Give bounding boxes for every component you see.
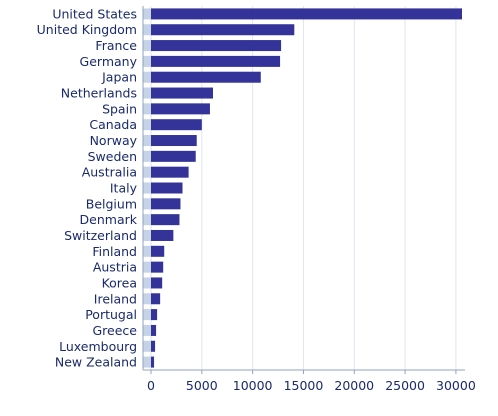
axes — [142, 6, 465, 374]
category-label-19: Portugal — [85, 307, 137, 322]
bar-10 — [151, 166, 189, 178]
bar-18 — [151, 293, 161, 305]
x-tick-label-1: 5000 — [186, 378, 218, 393]
category-label-1: United Kingdom — [37, 22, 137, 37]
x-tick-label-4: 20000 — [334, 378, 374, 393]
bar-15 — [151, 245, 165, 257]
bar-1 — [151, 24, 295, 36]
category-label-10: Australia — [82, 165, 137, 180]
bar-track-22 — [143, 356, 151, 368]
category-label-21: Luxembourg — [59, 339, 137, 354]
category-label-11: Italy — [110, 181, 138, 196]
category-label-17: Korea — [102, 275, 137, 290]
bar-22 — [151, 356, 155, 368]
category-label-18: Ireland — [94, 291, 137, 306]
x-tick-label-3: 15000 — [284, 378, 324, 393]
category-label-3: Germany — [80, 54, 138, 69]
bar-track-11 — [143, 182, 151, 194]
bar-track-5 — [143, 87, 151, 99]
x-tick-labels: 0 5000 10000 15000 20000 25000 30000 — [147, 378, 476, 393]
bar-track-10 — [143, 166, 151, 178]
bar-0 — [151, 8, 462, 20]
category-label-12: Belgium — [86, 196, 137, 211]
category-label-4: Japan — [101, 70, 137, 85]
category-label-13: Denmark — [80, 212, 138, 227]
bar-14 — [151, 229, 174, 241]
category-label-2: France — [95, 38, 137, 53]
category-label-0: United States — [52, 6, 137, 21]
category-label-22: New Zealand — [55, 355, 137, 370]
x-tick-label-2: 10000 — [233, 378, 273, 393]
category-label-8: Norway — [90, 133, 138, 148]
category-label-20: Greece — [93, 323, 138, 338]
bars — [151, 8, 462, 368]
bar-track-21 — [143, 340, 151, 352]
bar-track-9 — [143, 150, 151, 162]
bar-3 — [151, 55, 281, 67]
bar-track-3 — [143, 55, 151, 67]
category-label-9: Sweden — [88, 149, 137, 164]
bar-track-6 — [143, 103, 151, 115]
x-tick-label-0: 0 — [147, 378, 155, 393]
category-label-6: Spain — [102, 101, 137, 116]
bar-7 — [151, 119, 202, 131]
bar-track-1 — [143, 24, 151, 36]
category-label-15: Finland — [92, 244, 137, 259]
category-label-5: Netherlands — [61, 86, 137, 101]
bar-track-2 — [143, 40, 151, 52]
bar-track-14 — [143, 229, 151, 241]
bar-2 — [151, 40, 282, 52]
bar-track-0 — [143, 8, 151, 20]
bar-track-18 — [143, 293, 151, 305]
bar-6 — [151, 103, 210, 115]
bar-11 — [151, 182, 183, 194]
bar-track-15 — [143, 245, 151, 257]
bar-track-19 — [143, 309, 151, 321]
x-tick-label-5: 25000 — [385, 378, 425, 393]
bar-tracks — [143, 8, 151, 368]
bar-track-16 — [143, 261, 151, 273]
bar-13 — [151, 214, 180, 226]
bar-track-17 — [143, 277, 151, 289]
category-label-14: Switzerland — [64, 228, 137, 243]
category-label-16: Austria — [93, 260, 137, 275]
bar-19 — [151, 309, 158, 321]
bar-track-8 — [143, 135, 151, 147]
bar-20 — [151, 324, 157, 336]
bar-4 — [151, 71, 261, 83]
bar-track-20 — [143, 324, 151, 336]
bar-9 — [151, 150, 196, 162]
bar-8 — [151, 135, 197, 147]
bar-21 — [151, 340, 156, 352]
bar-track-12 — [143, 198, 151, 210]
category-label-7: Canada — [89, 117, 137, 132]
bar-12 — [151, 198, 181, 210]
bar-5 — [151, 87, 213, 99]
bar-16 — [151, 261, 164, 273]
bar-track-13 — [143, 214, 151, 226]
bar-17 — [151, 277, 163, 289]
bar-track-7 — [143, 119, 151, 131]
x-tick-label-6: 30000 — [436, 378, 476, 393]
bar-track-4 — [143, 71, 151, 83]
